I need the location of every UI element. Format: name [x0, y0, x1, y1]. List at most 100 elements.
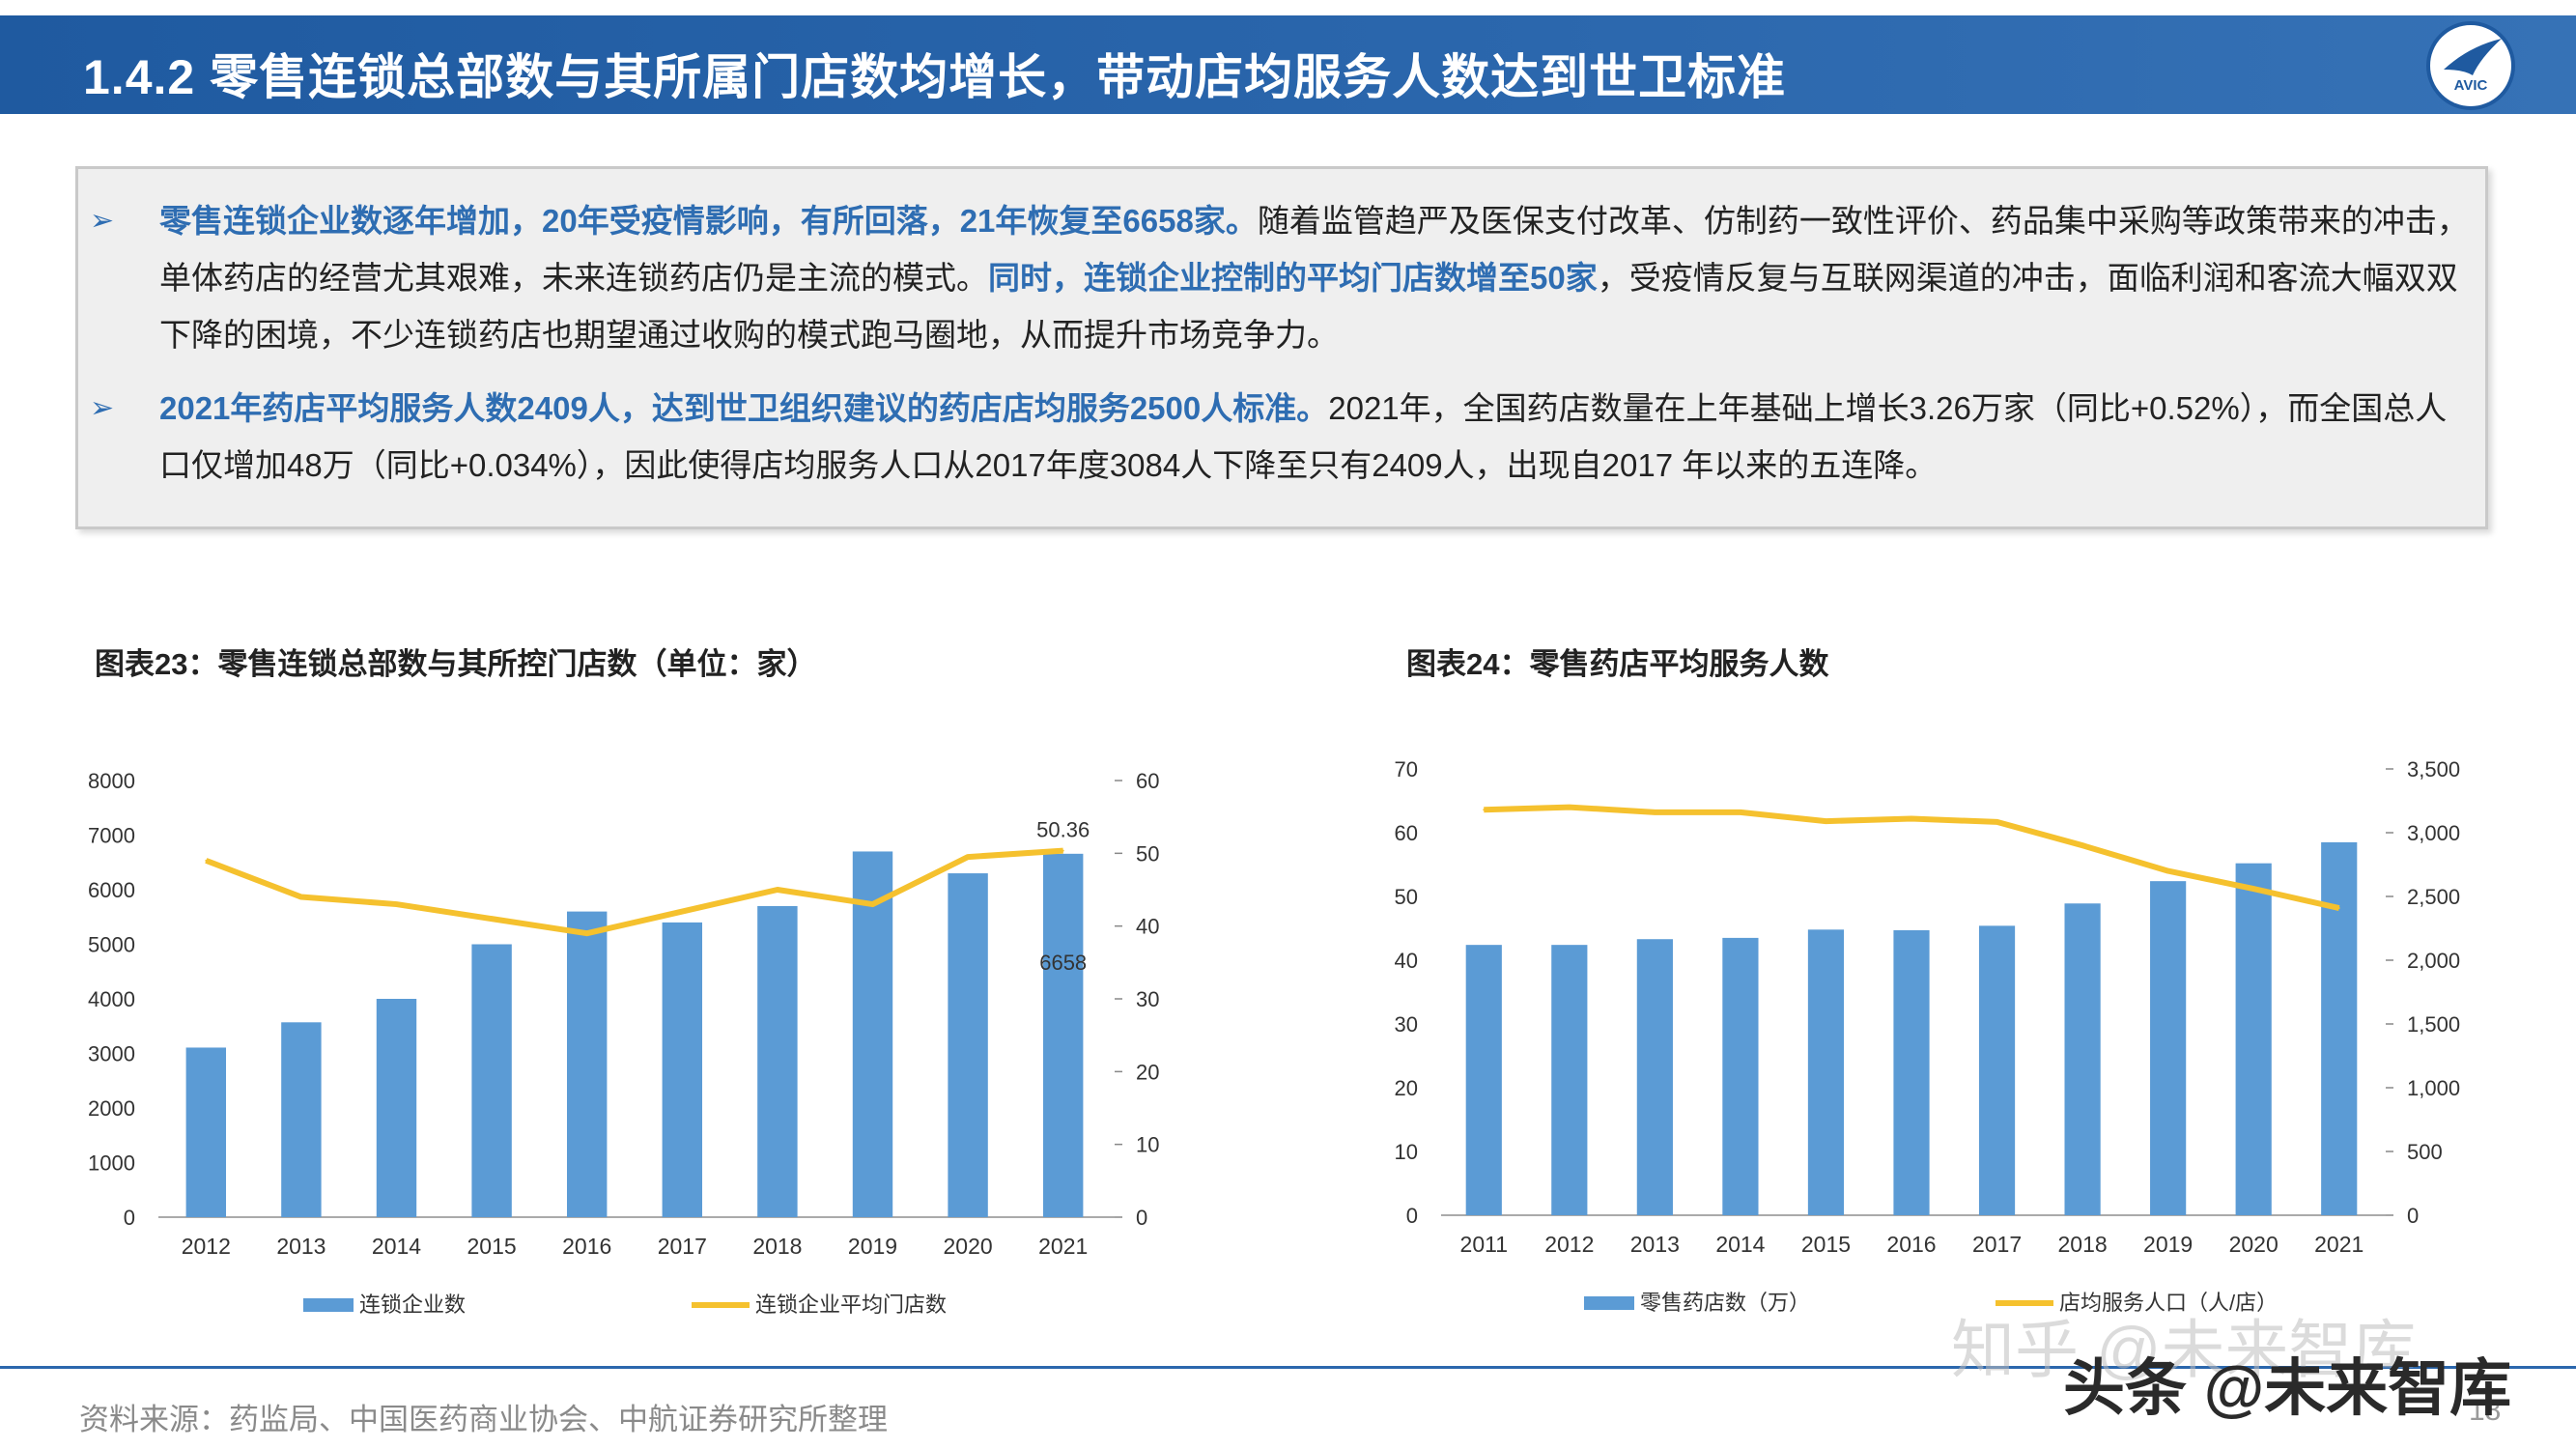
x-tick-label: 2018 — [752, 1234, 802, 1259]
x-tick-label: 2016 — [1886, 1232, 1936, 1257]
bar — [852, 851, 893, 1217]
bar — [2064, 903, 2101, 1215]
legend-bar-swatch — [1584, 1296, 1634, 1310]
line-point — [1654, 810, 1656, 813]
line-point — [585, 932, 588, 935]
y2-tick-label: 60 — [1136, 769, 1159, 793]
line-series — [205, 847, 1063, 937]
line-point — [776, 889, 778, 891]
line-point — [1911, 817, 1912, 820]
line-point — [1062, 849, 1064, 852]
y-tick-label: 8000 — [88, 769, 135, 793]
line-point — [2166, 869, 2169, 872]
page-number: 18 — [2469, 1395, 2502, 1427]
y2-tick-label: 500 — [2407, 1140, 2443, 1164]
y-tick-label: 30 — [1395, 1012, 1418, 1037]
bar — [757, 905, 798, 1217]
line-series — [1484, 804, 2340, 911]
watermark-zhihu: 知乎 @未来智库 — [1951, 1314, 2417, 1385]
page-title: 1.4.2 零售连锁总部数与其所属门店数均增长，带动店均服务人数达到世卫标准 — [83, 50, 1787, 104]
y-tick-label: 5000 — [88, 933, 135, 957]
bar — [662, 922, 703, 1217]
y-tick-label: 4000 — [88, 987, 135, 1011]
y-tick-label: 2000 — [88, 1096, 135, 1121]
arrow-bullet-icon: ➢ — [90, 205, 115, 237]
y2-tick-label: 0 — [1136, 1206, 1147, 1230]
line-point — [299, 895, 302, 898]
chart24-svg: 0 10 20 30 40 50 60 70 0 500 1,000 1,500 2,000 2,500 3… — [1395, 757, 2461, 1315]
bullet1-highlight-1: 零售连锁企业数逐年增加，20年受疫情影响，有所回落，21年恢复至6658家。 — [159, 203, 1258, 239]
y-tick-label: 3000 — [88, 1042, 135, 1066]
y2-tick-label: 3,500 — [2407, 757, 2460, 781]
line-point — [2337, 907, 2340, 910]
x-tick-label: 2018 — [2058, 1232, 2108, 1257]
bar — [2321, 841, 2358, 1215]
x-tick-label: 2015 — [467, 1234, 517, 1259]
bar — [1978, 925, 2016, 1215]
y-tick-label: 10 — [1395, 1140, 1418, 1164]
y-tick-label: 7000 — [88, 824, 135, 848]
y2-tick-label: 3,000 — [2407, 821, 2460, 845]
x-tick-label: 2016 — [562, 1234, 611, 1259]
x-tick-label: 2021 — [1038, 1234, 1088, 1259]
arrow-bullet-icon: ➢ — [90, 392, 115, 424]
avic-logo: AVIC — [2426, 21, 2515, 110]
line-point — [871, 903, 874, 906]
y-tick-label: 0 — [1406, 1204, 1418, 1228]
y-tick-label: 20 — [1395, 1076, 1418, 1100]
bar — [1893, 929, 1930, 1215]
footer-divider — [0, 1366, 2576, 1369]
bar — [566, 911, 608, 1217]
x-tick-label: 2015 — [1801, 1232, 1851, 1257]
x-tick-label: 2012 — [1544, 1232, 1594, 1257]
bar — [471, 944, 512, 1217]
chart23-svg: 0 1000 2000 3000 4000 5000 6000 7000 8000 0 10 20 30… — [88, 769, 1159, 1317]
watermark-toutiao: 头条 @未来智库 — [2063, 1353, 2512, 1423]
line-point — [1739, 810, 1741, 813]
y2-tick-label: 50 — [1136, 841, 1159, 866]
line-point — [2252, 888, 2255, 891]
legend-bar-label: 连锁企业数 — [359, 1293, 466, 1317]
y2-tick-label: 10 — [1136, 1133, 1159, 1157]
y2-tick-label: 2,500 — [2407, 885, 2460, 909]
chart24-title: 图表24：零售药店平均服务人数 — [1406, 647, 1829, 681]
line-point — [491, 918, 494, 921]
y-tick-label: 60 — [1395, 821, 1418, 845]
y2-tick-label: 2,000 — [2407, 949, 2460, 973]
bullet2-text-1: 2021年，全国药店数量在上年基础上增长3.26万家（同比+0.52%），而全国… — [159, 390, 2448, 483]
bullet1-text-1: 随着监管趋严及医保支付改革、仿制药一致性评价、药品集中采购等政策带来的冲击，单体… — [159, 203, 2469, 296]
bar — [1807, 929, 1845, 1215]
y-tick-label: 70 — [1395, 757, 1418, 781]
y2-tick-label: 20 — [1136, 1060, 1159, 1084]
x-tick-label: 2017 — [658, 1234, 707, 1259]
x-tick-label: 2013 — [276, 1234, 326, 1259]
y2-tick-label: 30 — [1136, 987, 1159, 1011]
y-tick-label: 40 — [1395, 949, 1418, 973]
line-point — [2081, 844, 2084, 847]
bar — [1722, 937, 1759, 1215]
summary-bullet-1: ➢ 零售连锁企业数逐年增加，20年受疫情影响，有所回落，21年恢复至6658家。… — [90, 192, 2477, 363]
bullet1-text-2: ，受疫情反复与互联网渠道的冲击，面临利润和客流大幅双双下降的困境，不少连锁药店也… — [159, 260, 2458, 353]
legend-line-label: 店均服务人口（人/店） — [2059, 1291, 2278, 1315]
bar — [1636, 939, 1673, 1215]
line-point — [1825, 820, 1827, 823]
line-point — [395, 903, 398, 906]
line-point — [681, 910, 684, 913]
legend-bar-label: 零售药店数（万） — [1640, 1291, 1810, 1315]
bullet1-highlight-2: 同时，连锁企业控制的平均门店数增至50家 — [988, 260, 1598, 296]
bar — [185, 1047, 227, 1217]
logo-text: AVIC — [2453, 77, 2488, 94]
x-tick-label: 2021 — [2314, 1232, 2364, 1257]
bar — [1042, 853, 1084, 1217]
x-tick-label: 2012 — [182, 1234, 231, 1259]
x-tick-label: 2019 — [848, 1234, 897, 1259]
x-tick-label: 2014 — [1715, 1232, 1765, 1257]
y2-tick-label: 0 — [2407, 1204, 2419, 1228]
bar — [2235, 863, 2272, 1215]
chart23-title: 图表23：零售连锁总部数与其所控门店数（单位：家） — [95, 647, 817, 681]
line-point — [967, 856, 970, 859]
x-tick-label: 2020 — [2229, 1232, 2279, 1257]
y2-tick-label: 1,500 — [2407, 1012, 2460, 1037]
bullet2-highlight-1: 2021年药店平均服务人数2409人，达到世卫组织建议的药店店均服务2500人标… — [159, 390, 1329, 426]
x-tick-label: 2013 — [1630, 1232, 1680, 1257]
